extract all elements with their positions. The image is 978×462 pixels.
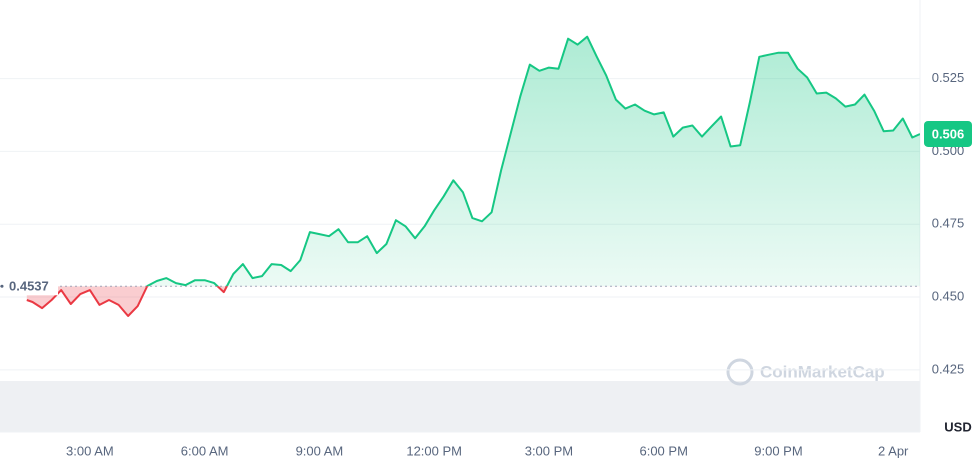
volume-area: [0, 381, 920, 432]
x-tick-label: 6:00 AM: [181, 443, 229, 458]
x-tick-label: 9:00 AM: [296, 443, 344, 458]
x-tick-label: 3:00 AM: [66, 443, 114, 458]
watermark: CoinMarketCap: [760, 362, 885, 381]
y-tick-label: 0.450: [932, 288, 965, 303]
price-badge: [924, 120, 972, 147]
y-tick-label: 0.475: [932, 216, 965, 231]
reference-dot: [0, 284, 4, 288]
x-tick-label: 6:00 PM: [639, 443, 687, 458]
currency-label: USD: [944, 419, 971, 434]
reference-label-bg: [4, 277, 58, 296]
watermark-logo: [726, 358, 754, 386]
x-tick-label: 2 Apr: [878, 443, 909, 458]
price-badge-label: 0.506: [932, 126, 965, 141]
x-tick-label: 12:00 PM: [406, 443, 462, 458]
x-tick-label: 9:00 PM: [754, 443, 802, 458]
y-tick-label: 0.525: [932, 70, 965, 85]
reference-label: 0.4537: [9, 279, 49, 294]
x-tick-label: 3:00 PM: [525, 443, 573, 458]
area-down: [26, 286, 920, 316]
price-line-up: [146, 35, 920, 287]
area-up: [147, 36, 920, 287]
y-tick-label: 0.425: [932, 361, 965, 376]
